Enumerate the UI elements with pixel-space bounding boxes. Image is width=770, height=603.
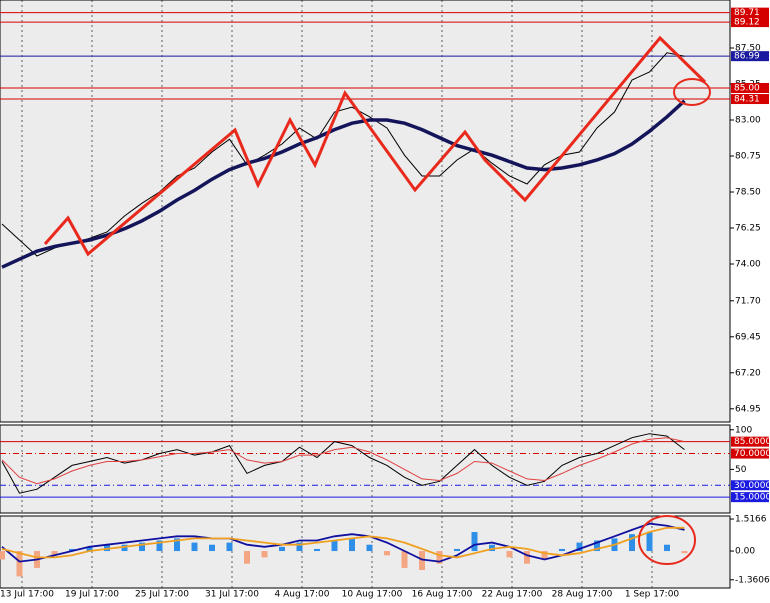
y-tick-label: -1.3606 bbox=[735, 575, 770, 585]
level-label-box bbox=[731, 83, 769, 93]
x-tick-label: 25 Jul 17:00 bbox=[135, 590, 189, 600]
histogram-bar bbox=[209, 544, 215, 552]
histogram-bar bbox=[524, 551, 530, 564]
x-tick-label: 10 Aug 17:00 bbox=[342, 590, 403, 600]
histogram-bar bbox=[0, 551, 5, 560]
histogram-bar bbox=[314, 548, 320, 552]
y-tick-label: 87.50 bbox=[735, 44, 761, 54]
series-line bbox=[1, 526, 685, 559]
y-tick-label: 76.25 bbox=[735, 224, 761, 234]
zigzag-annotation bbox=[43, 35, 707, 257]
histogram-bar bbox=[664, 544, 670, 552]
level-label: 86.99 bbox=[734, 52, 760, 62]
histogram-bar bbox=[576, 542, 583, 552]
level-label: 84.31 bbox=[734, 95, 760, 105]
level-label-box bbox=[731, 7, 769, 18]
histogram-bar bbox=[401, 551, 408, 568]
y-tick-label: 80.75 bbox=[735, 152, 761, 162]
histogram-bar bbox=[69, 548, 75, 552]
x-tick-label: 31 Jul 17:00 bbox=[205, 590, 259, 600]
y-tick-label: 74.00 bbox=[735, 260, 761, 270]
histogram-bar bbox=[594, 540, 600, 552]
level-label: 89.12 bbox=[734, 18, 760, 28]
y-tick-label: 67.20 bbox=[735, 368, 761, 378]
histogram-bar bbox=[104, 544, 110, 552]
histogram-bar bbox=[51, 551, 58, 556]
y-tick-label: 69.45 bbox=[735, 332, 761, 342]
x-tick-label: 16 Aug 17:00 bbox=[412, 590, 473, 600]
y-tick-label: 1.5166 bbox=[735, 515, 767, 525]
histogram-bar bbox=[296, 542, 303, 552]
histogram-bar bbox=[279, 546, 285, 552]
histogram-bar bbox=[174, 538, 180, 552]
y-tick-label: 100 bbox=[735, 425, 752, 435]
level-label-box bbox=[731, 480, 769, 491]
histogram-bar bbox=[156, 540, 163, 552]
level-label-box bbox=[731, 51, 769, 62]
histogram-bar bbox=[349, 538, 355, 552]
level-label: 89.71 bbox=[734, 8, 760, 18]
histogram-bar bbox=[419, 551, 425, 571]
histogram-bar bbox=[226, 542, 233, 552]
histogram-bar bbox=[629, 534, 635, 552]
series-line bbox=[1, 522, 685, 563]
histogram-bar bbox=[489, 544, 495, 552]
histogram-bar bbox=[471, 532, 478, 552]
series-line bbox=[1, 437, 685, 485]
y-tick-label: 78.50 bbox=[735, 188, 761, 198]
oscillator-panel bbox=[0, 424, 731, 514]
level-label: 15.0000 bbox=[734, 493, 770, 503]
x-tick-label: 1 Sep 17:00 bbox=[625, 590, 680, 600]
y-tick-label: 64.95 bbox=[735, 404, 761, 414]
level-label-box bbox=[731, 17, 769, 28]
y-tick-label: 71.70 bbox=[735, 296, 761, 306]
histogram-bar bbox=[261, 551, 268, 558]
level-label-box bbox=[731, 448, 769, 459]
y-tick-label: 50 bbox=[735, 465, 747, 475]
level-label: 85.0000 bbox=[734, 437, 770, 447]
histogram-bar bbox=[436, 551, 443, 564]
histogram-bar bbox=[86, 546, 93, 552]
x-tick-label: 28 Aug 17:00 bbox=[552, 590, 613, 600]
histogram-bar bbox=[681, 551, 688, 554]
x-tick-label: 13 Jul 17:00 bbox=[0, 590, 54, 600]
level-label: 85.00 bbox=[734, 84, 760, 94]
y-tick-label: 83.00 bbox=[735, 116, 761, 126]
histogram-bar bbox=[384, 551, 390, 556]
histogram-bar bbox=[244, 551, 250, 564]
level-label-box bbox=[731, 94, 769, 105]
histogram-bar bbox=[506, 551, 513, 558]
x-tick-label: 22 Aug 17:00 bbox=[482, 590, 543, 600]
level-label: 30.0000 bbox=[734, 481, 770, 491]
histogram-bar bbox=[646, 532, 653, 552]
histogram-bar bbox=[454, 548, 460, 552]
level-label-box bbox=[731, 436, 769, 447]
x-tick-label: 19 Jul 17:00 bbox=[65, 590, 119, 600]
histogram-bar bbox=[121, 544, 128, 552]
circle-annotation bbox=[638, 515, 696, 565]
circle-annotation bbox=[673, 78, 711, 106]
level-label: 70.0000 bbox=[734, 449, 770, 459]
histogram-bar bbox=[541, 551, 548, 560]
histogram-bar bbox=[16, 551, 23, 577]
histogram-bar bbox=[331, 540, 338, 552]
histogram-bar bbox=[191, 542, 198, 552]
macd-panel bbox=[0, 515, 731, 589]
level-label-box bbox=[731, 492, 769, 503]
price-panel bbox=[0, 0, 731, 423]
y-tick-label: 0.00 bbox=[735, 547, 755, 557]
histogram-bar bbox=[559, 548, 565, 552]
series-line bbox=[1, 433, 685, 494]
x-tick-label: 4 Aug 17:00 bbox=[275, 590, 330, 600]
histogram-bar bbox=[366, 544, 373, 552]
histogram-bar bbox=[139, 542, 145, 552]
series-line bbox=[1, 52, 685, 257]
